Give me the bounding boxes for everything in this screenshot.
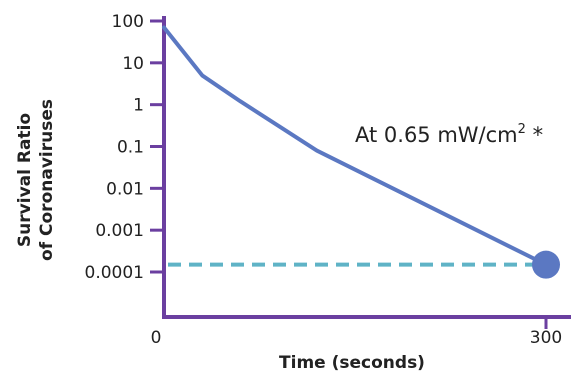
y-tick-label: 100 [112, 12, 144, 32]
ticks: 100 10 1 0.1 0.01 0.001 0.0001 0 300 [85, 12, 563, 348]
y-tick-label: 1 [133, 96, 144, 116]
x-axis-title: Time (seconds) [279, 353, 425, 373]
y-axis-title-line-1: Survival Ratio [15, 113, 35, 247]
annotation-main: At 0.65 mW/cm [355, 123, 518, 147]
x-tick-label: 300 [530, 328, 562, 348]
annotation-tail: * [526, 123, 543, 147]
y-tick-label: 0.01 [106, 179, 144, 199]
x-tick-label: 0 [151, 328, 162, 348]
axes [162, 16, 571, 317]
y-tick-label: 10 [122, 54, 144, 74]
annotation-superscript: 2 [518, 122, 526, 137]
end-point-marker [532, 251, 560, 279]
y-tick-label: 0.001 [95, 221, 144, 241]
y-tick-label: 0.1 [117, 138, 144, 158]
annotation: At 0.65 mW/cm2 * [355, 122, 543, 147]
series-group [164, 27, 560, 278]
y-axis-title-line-2: of Coronaviruses [37, 99, 57, 261]
y-tick-label: 0.0001 [85, 263, 144, 283]
